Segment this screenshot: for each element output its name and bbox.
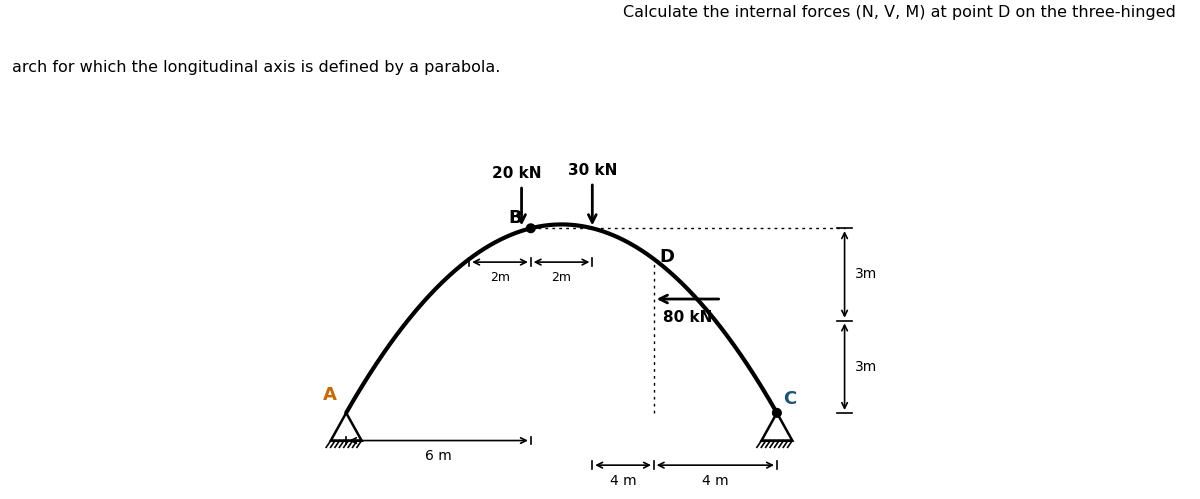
Text: 4 m: 4 m [610, 474, 636, 488]
Text: 2m: 2m [552, 271, 571, 284]
Text: D: D [659, 249, 674, 266]
Text: 6 m: 6 m [425, 449, 452, 463]
Text: Calculate the internal forces (N, V, M) at point D on the three-hinged: Calculate the internal forces (N, V, M) … [623, 5, 1176, 20]
Text: 20 kN: 20 kN [492, 166, 541, 181]
Text: 3m: 3m [856, 360, 877, 374]
Text: B: B [508, 209, 522, 227]
Text: 3m: 3m [856, 267, 877, 281]
Text: 30 kN: 30 kN [568, 163, 617, 178]
Circle shape [773, 409, 781, 417]
Text: A: A [323, 386, 337, 404]
Text: 80 kN: 80 kN [662, 310, 713, 325]
Text: 4 m: 4 m [702, 474, 728, 488]
Text: 2m: 2m [490, 271, 510, 284]
Text: C: C [784, 390, 797, 408]
Circle shape [527, 224, 535, 233]
Text: arch for which the longitudinal axis is defined by a parabola.: arch for which the longitudinal axis is … [12, 60, 500, 75]
